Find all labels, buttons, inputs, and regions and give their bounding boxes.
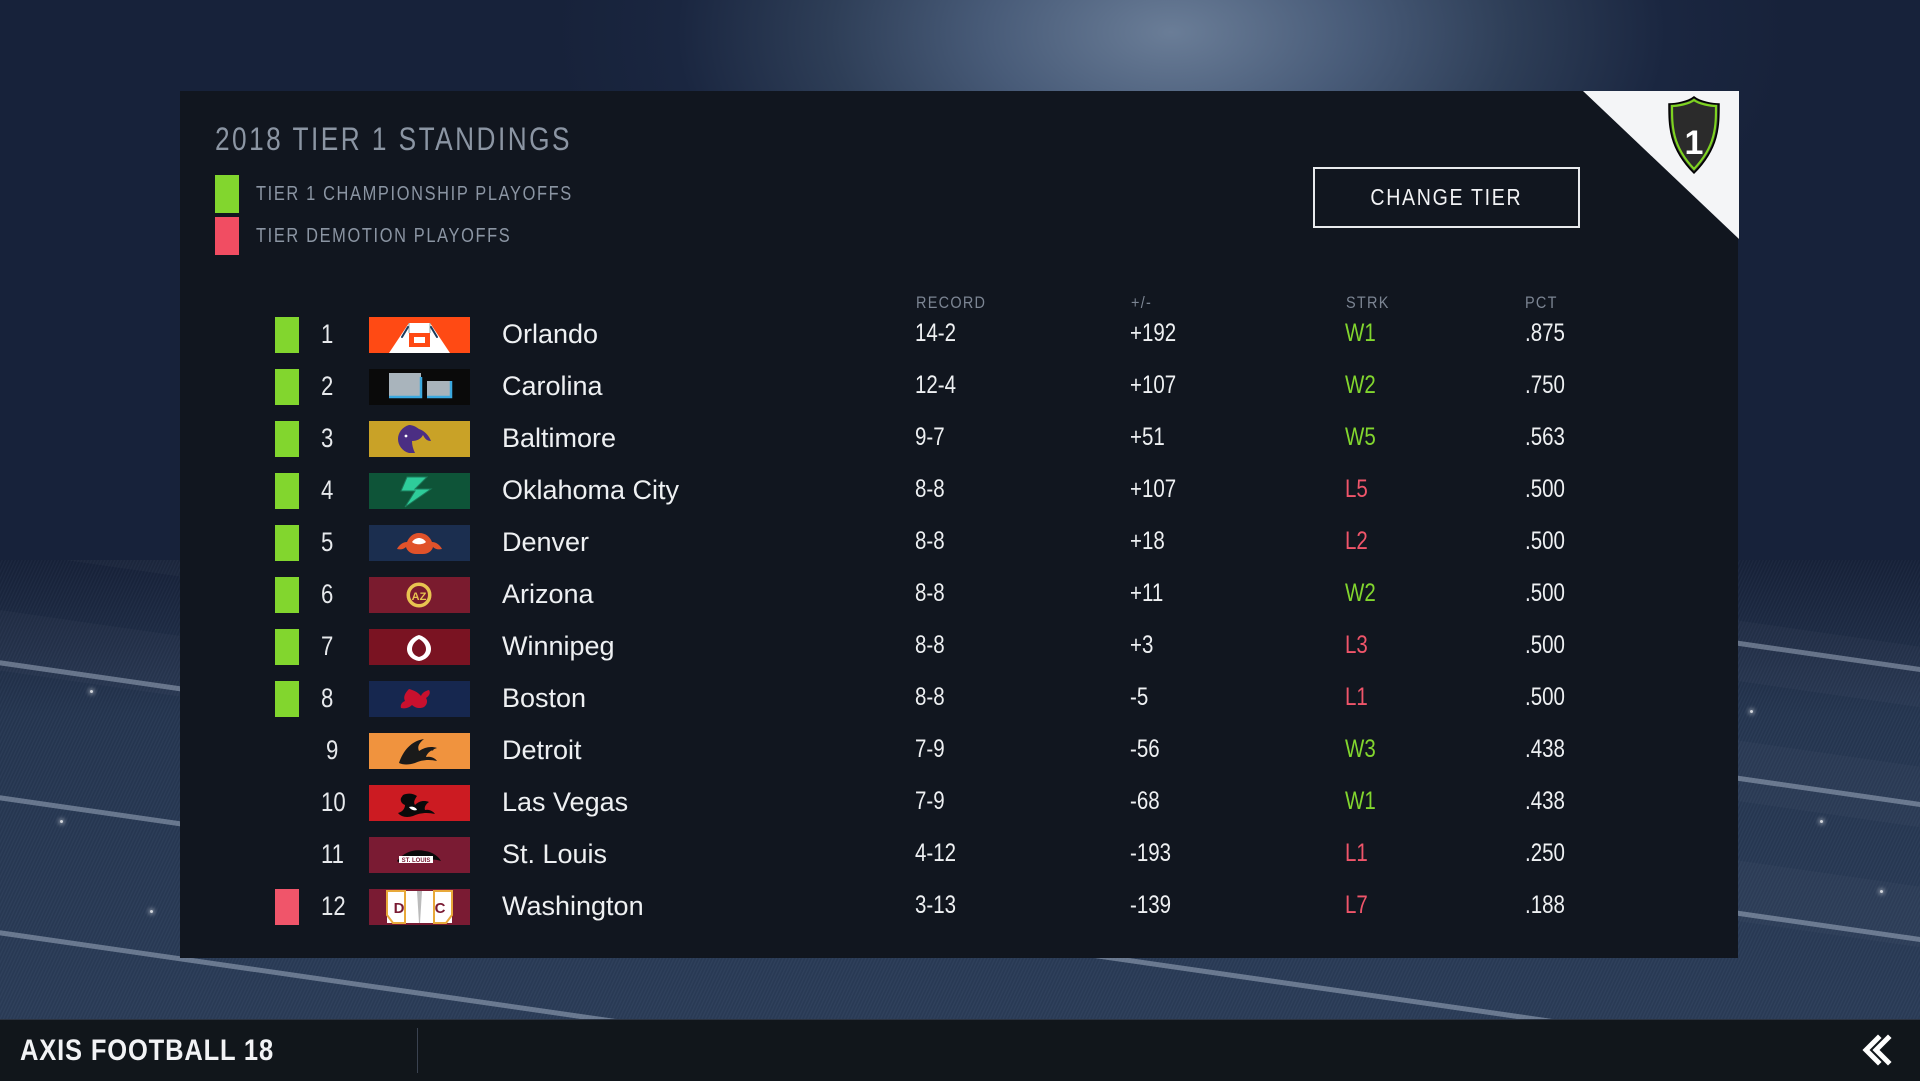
- svg-text:ST. LOUIS: ST. LOUIS: [402, 858, 431, 864]
- svg-text:D: D: [394, 900, 405, 917]
- svg-text:C: C: [435, 900, 446, 917]
- svg-text:AZ: AZ: [412, 591, 427, 603]
